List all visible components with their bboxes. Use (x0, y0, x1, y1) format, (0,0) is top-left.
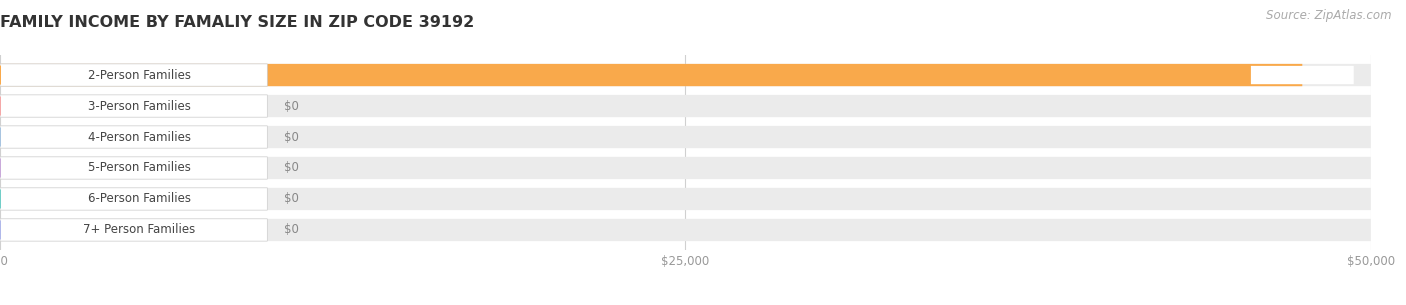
FancyBboxPatch shape (0, 126, 1371, 148)
Text: 3-Person Families: 3-Person Families (87, 99, 190, 113)
Text: $0: $0 (284, 161, 298, 174)
FancyBboxPatch shape (0, 64, 267, 86)
Text: 2-Person Families: 2-Person Families (87, 69, 190, 81)
FancyBboxPatch shape (0, 64, 1302, 86)
FancyBboxPatch shape (0, 219, 267, 241)
Text: 5-Person Families: 5-Person Families (87, 161, 190, 174)
Text: $0: $0 (284, 192, 298, 206)
FancyBboxPatch shape (0, 157, 267, 179)
Text: $47,500: $47,500 (1275, 69, 1329, 81)
FancyBboxPatch shape (0, 188, 1371, 210)
Text: $0: $0 (284, 131, 298, 144)
Text: $0: $0 (284, 224, 298, 236)
FancyBboxPatch shape (0, 95, 1371, 117)
FancyBboxPatch shape (0, 95, 267, 117)
FancyBboxPatch shape (1251, 66, 1354, 84)
FancyBboxPatch shape (0, 188, 267, 210)
FancyBboxPatch shape (0, 64, 1371, 86)
Text: FAMILY INCOME BY FAMALIY SIZE IN ZIP CODE 39192: FAMILY INCOME BY FAMALIY SIZE IN ZIP COD… (0, 15, 474, 30)
Text: $0: $0 (284, 99, 298, 113)
FancyBboxPatch shape (0, 219, 1371, 241)
Text: 7+ Person Families: 7+ Person Families (83, 224, 195, 236)
Text: Source: ZipAtlas.com: Source: ZipAtlas.com (1267, 9, 1392, 22)
Text: 4-Person Families: 4-Person Families (87, 131, 190, 144)
FancyBboxPatch shape (0, 126, 267, 148)
Text: 6-Person Families: 6-Person Families (87, 192, 190, 206)
FancyBboxPatch shape (0, 157, 1371, 179)
